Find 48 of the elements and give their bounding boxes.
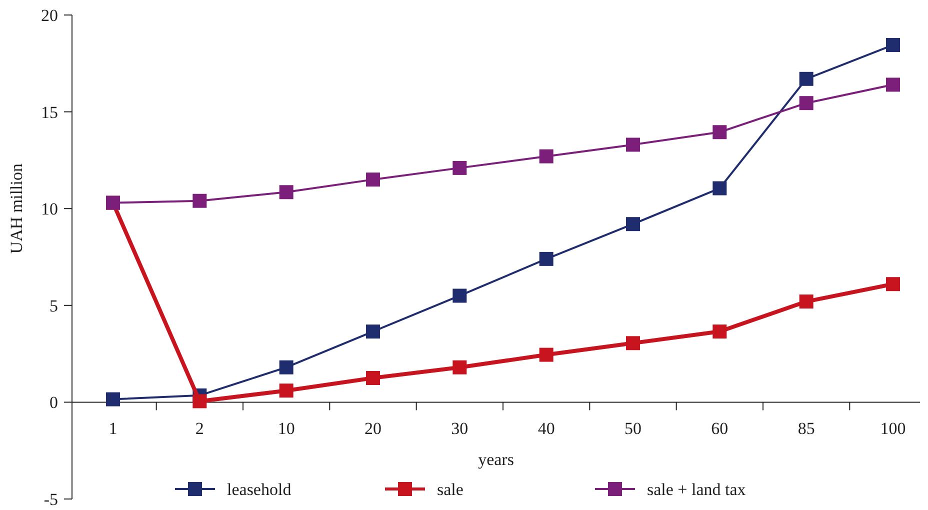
point bbox=[712, 181, 727, 196]
x-tick-label: 100 bbox=[880, 419, 906, 438]
x-tick-label: 30 bbox=[451, 419, 468, 438]
point bbox=[886, 78, 900, 92]
point bbox=[799, 72, 814, 86]
point bbox=[799, 96, 814, 110]
x-tick-label: 50 bbox=[624, 419, 642, 438]
point bbox=[626, 336, 640, 350]
point bbox=[366, 172, 380, 187]
y-tick-label: 15 bbox=[41, 102, 58, 122]
x-tick-label: 2 bbox=[195, 419, 204, 438]
x-tick-label: 1 bbox=[108, 419, 118, 438]
x-tick-label: 20 bbox=[364, 419, 382, 438]
y-tick-label: 5 bbox=[50, 296, 58, 316]
x-tick-label: 85 bbox=[798, 419, 815, 438]
point bbox=[626, 217, 640, 232]
point bbox=[366, 371, 380, 385]
point bbox=[452, 288, 467, 303]
point bbox=[886, 277, 900, 292]
point bbox=[712, 125, 727, 140]
point bbox=[452, 360, 467, 374]
x-tick-label: 60 bbox=[711, 419, 728, 438]
point bbox=[279, 384, 294, 398]
y-axis-title: UAH million bbox=[7, 163, 26, 254]
point bbox=[192, 194, 207, 208]
point bbox=[539, 348, 554, 362]
point bbox=[539, 149, 554, 164]
point bbox=[626, 138, 640, 152]
point bbox=[106, 392, 120, 406]
x-axis-title: years bbox=[478, 450, 514, 470]
point bbox=[712, 324, 727, 339]
x-tick-label: 10 bbox=[278, 419, 295, 438]
point bbox=[279, 185, 294, 200]
point bbox=[279, 360, 294, 374]
legend-label: leasehold bbox=[227, 480, 292, 499]
point bbox=[799, 294, 814, 309]
y-tick-label: 10 bbox=[41, 200, 58, 219]
point bbox=[366, 324, 380, 339]
x-tick-label: 40 bbox=[538, 419, 555, 438]
point bbox=[539, 252, 554, 266]
legend-label: sale bbox=[437, 480, 464, 499]
point bbox=[192, 394, 207, 408]
point bbox=[886, 38, 900, 52]
y-tick-label: 20 bbox=[41, 6, 58, 25]
legend-label: sale + land tax bbox=[647, 480, 746, 499]
y-tick-label: 0 bbox=[50, 393, 58, 412]
point bbox=[452, 160, 467, 175]
y-tick-label: -5 bbox=[44, 490, 58, 509]
